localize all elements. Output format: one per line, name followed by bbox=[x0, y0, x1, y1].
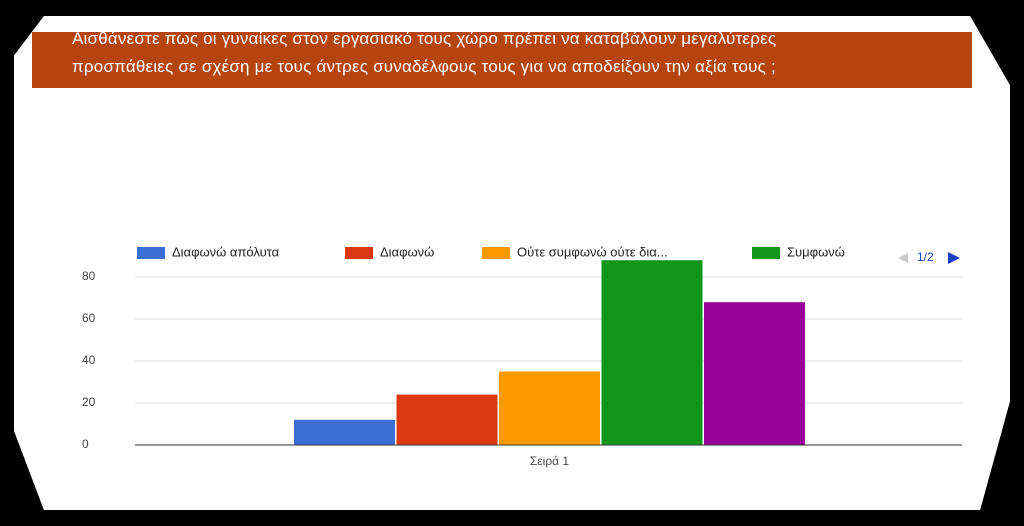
legend-swatch bbox=[752, 247, 780, 259]
y-tick-label: 20 bbox=[82, 395, 96, 409]
legend-label: Διαφωνώ απόλυτα bbox=[172, 244, 280, 259]
legend-item[interactable]: Ούτε συμφωνώ ούτε δια... bbox=[482, 244, 668, 259]
legend-prev-icon[interactable] bbox=[898, 253, 908, 263]
legend-item[interactable]: Συμφωνώ bbox=[752, 244, 845, 259]
question-line-1: Αισθάνεστε πως οι γυναίκες στον εργασιακ… bbox=[72, 32, 777, 48]
question-line-2: προσπάθειες σε σχέση με τους άντρες συνα… bbox=[72, 57, 776, 76]
legend-swatch bbox=[137, 247, 165, 259]
legend-pager[interactable]: 1/2 bbox=[898, 250, 960, 264]
x-tick-label: Σειρά 1 bbox=[530, 454, 570, 468]
y-tick-label: 80 bbox=[82, 269, 96, 283]
legend-swatch bbox=[345, 247, 373, 259]
question-banner: Αισθάνεστε πως οι γυναίκες στον εργασιακ… bbox=[32, 32, 972, 88]
bar[interactable] bbox=[396, 394, 498, 445]
bar[interactable] bbox=[601, 260, 703, 445]
legend-item[interactable]: Διαφωνώ απόλυτα bbox=[137, 244, 280, 259]
y-axis-ticks: 0 20 40 60 80 bbox=[82, 269, 96, 451]
y-tick-label: 60 bbox=[82, 311, 96, 325]
y-tick-label: 0 bbox=[82, 437, 89, 451]
legend-label: Συμφωνώ bbox=[787, 244, 845, 259]
legend-swatch bbox=[482, 247, 510, 259]
bar[interactable] bbox=[704, 302, 805, 445]
bar[interactable] bbox=[499, 371, 600, 446]
legend-label: Διαφωνώ bbox=[380, 244, 434, 259]
legend-page-indicator: 1/2 bbox=[917, 250, 934, 264]
chart-legend: Διαφωνώ απόλυτα Διαφωνώ Ούτε συμφωνώ ούτε … bbox=[137, 244, 845, 259]
x-axis-ticks: Σειρά 1 bbox=[530, 454, 570, 468]
chart-bars bbox=[294, 260, 805, 445]
legend-next-icon[interactable] bbox=[948, 252, 960, 264]
y-tick-label: 40 bbox=[82, 353, 96, 367]
legend-label: Ούτε συμφωνώ ούτε δια... bbox=[517, 244, 668, 259]
bar[interactable] bbox=[294, 419, 395, 445]
legend-item[interactable]: Διαφωνώ bbox=[345, 244, 434, 259]
